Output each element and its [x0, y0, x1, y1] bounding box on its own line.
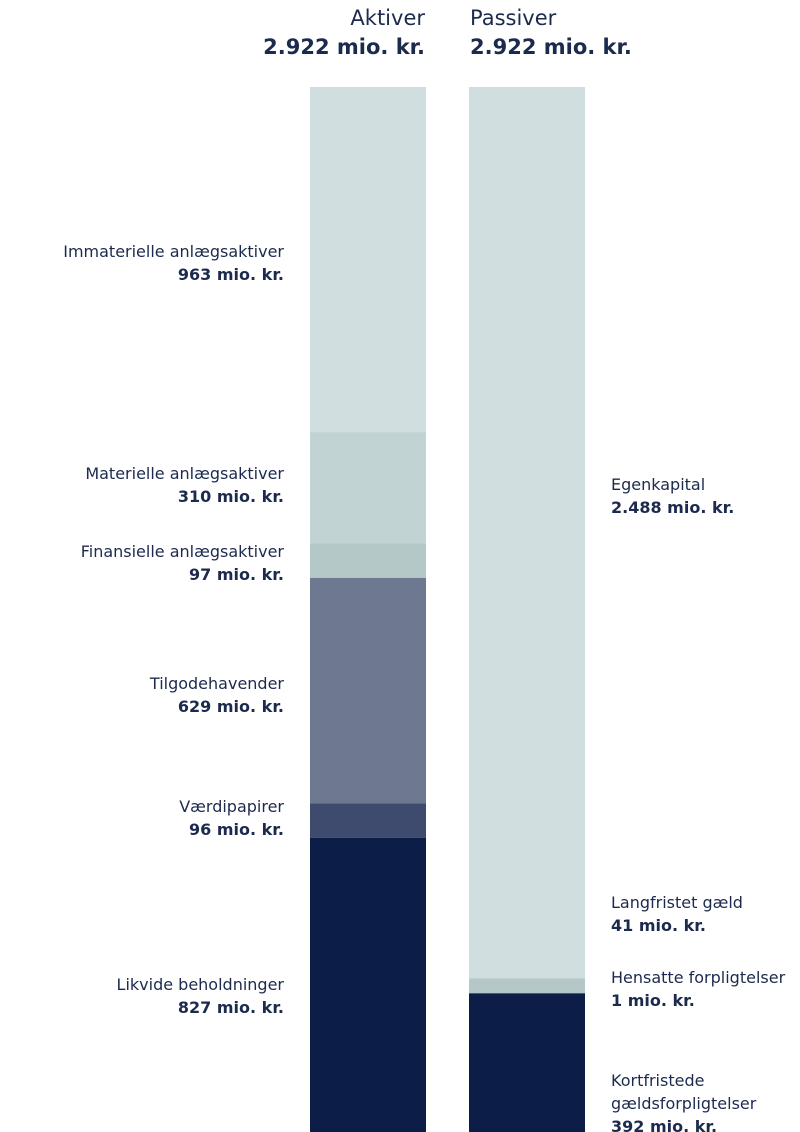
segment-value: 2.488 mio. kr.: [611, 498, 735, 517]
segment-value: 41 mio. kr.: [611, 916, 706, 935]
segment-value: 963 mio. kr.: [177, 265, 284, 284]
segment: [310, 543, 426, 578]
column-header: Passiver 2.922 mio. kr.: [470, 4, 632, 62]
segment: [310, 577, 426, 804]
segment-label: Kortfristede gældsforpligtelser 392 mio. …: [611, 1069, 791, 1132]
column-header: Aktiver 2.922 mio. kr.: [263, 4, 425, 62]
segment: [310, 87, 426, 433]
segment-name: Likvide beholdninger: [116, 975, 284, 994]
segment: [310, 432, 426, 544]
segment-value: 96 mio. kr.: [189, 820, 284, 839]
segment-label: Finansielle anlægsaktiver 97 mio. kr.: [81, 540, 284, 586]
segment: [469, 87, 585, 979]
column-total: 2.922 mio. kr.: [263, 35, 425, 59]
segment-label: Hensatte forpligtelser 1 mio. kr.: [611, 966, 791, 1012]
segment-name: Langfristet gæld: [611, 893, 743, 912]
segment-name: Finansielle anlægsaktiver: [80, 542, 284, 561]
segment-name: Værdipapirer: [179, 797, 284, 816]
segment: [310, 803, 426, 838]
segment-name: Materielle anlægsaktiver: [85, 464, 284, 483]
segment-value: 827 mio. kr.: [177, 998, 284, 1017]
segment-value: 1 mio. kr.: [611, 991, 695, 1010]
segment-label: Egenkapital 2.488 mio. kr.: [611, 473, 791, 519]
segment-label: Materielle anlægsaktiver 310 mio. kr.: [85, 462, 284, 508]
segment-name: Tilgodehavender: [149, 674, 284, 693]
segment-value: 310 mio. kr.: [177, 487, 284, 506]
segment-label: Værdipapirer 96 mio. kr.: [179, 795, 284, 841]
segment-label: Likvide beholdninger 827 mio. kr.: [117, 973, 284, 1019]
segment-value: 392 mio. kr.: [611, 1117, 718, 1132]
segment-name: Hensatte forpligtelser: [611, 968, 786, 987]
column-title: Aktiver: [350, 6, 425, 30]
column-title: Passiver: [470, 6, 557, 30]
segment-name: Immaterielle anlægsaktiver: [63, 242, 284, 261]
segment-value: 629 mio. kr.: [177, 697, 284, 716]
segment-label: Immaterielle anlægsaktiver 963 mio. kr.: [63, 240, 284, 286]
column-total: 2.922 mio. kr.: [470, 35, 632, 59]
segment-name: Egenkapital: [611, 475, 706, 494]
segment-label: Tilgodehavender 629 mio. kr.: [150, 672, 284, 718]
segment: [469, 978, 585, 994]
segment: [310, 837, 426, 1132]
segment-name: Kortfristede gældsforpligtelser: [611, 1071, 757, 1113]
segment: [469, 993, 585, 1132]
segment-label: Langfristet gæld 41 mio. kr.: [611, 891, 791, 937]
segment-value: 97 mio. kr.: [189, 565, 284, 584]
